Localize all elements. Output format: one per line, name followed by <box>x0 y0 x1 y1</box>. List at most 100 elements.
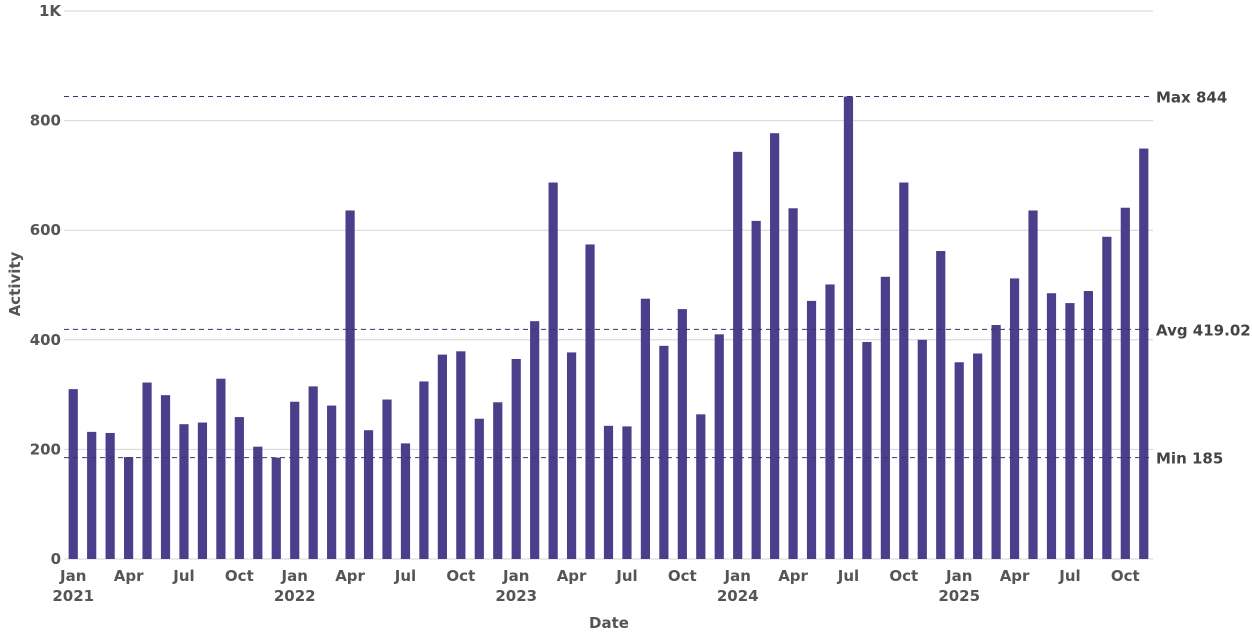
bar <box>179 424 189 559</box>
bar <box>733 151 743 559</box>
bar <box>363 430 374 559</box>
gridlines <box>64 10 1153 560</box>
bar <box>1028 210 1038 560</box>
y-tick-label: 400 <box>30 331 61 349</box>
bar <box>640 298 651 559</box>
bar <box>124 457 134 559</box>
y-tick-label: 600 <box>30 221 61 239</box>
y-tick-label: 1K <box>39 2 62 20</box>
y-tick-label: 0 <box>51 550 61 568</box>
x-tick-label: Jul <box>1058 567 1080 585</box>
x-axis-title: Date <box>589 614 629 632</box>
x-tick-label: Jul <box>394 567 416 585</box>
bar <box>973 353 983 559</box>
x-tick-year-label: 2021 <box>52 587 94 605</box>
reference-line-label: Min 185 <box>1156 450 1223 468</box>
bar <box>770 133 780 560</box>
bar <box>880 276 890 559</box>
bar <box>991 325 1001 559</box>
bar <box>142 382 152 559</box>
x-tick-label: Jan <box>281 567 308 585</box>
bar <box>659 345 669 559</box>
x-tick-label: Jan <box>502 567 529 585</box>
bar <box>677 309 687 559</box>
bar <box>917 339 927 559</box>
bar <box>806 300 817 559</box>
bar <box>530 321 540 559</box>
y-axis-title: Activity <box>6 251 24 316</box>
bar <box>345 210 355 560</box>
x-tick-year-label: 2025 <box>938 587 980 605</box>
bar <box>1065 303 1075 559</box>
x-tick-label: Jan <box>724 567 751 585</box>
reference-line-label: Avg 419.02 <box>1156 321 1251 339</box>
bar <box>511 358 521 559</box>
bar <box>603 425 614 559</box>
x-tick-year-label: 2023 <box>495 587 537 605</box>
x-tick-label: Apr <box>114 567 144 585</box>
bar <box>1139 148 1149 559</box>
bar <box>87 431 97 559</box>
bar <box>456 351 466 559</box>
reference-lines: Max 844 Avg 419.02 Min 185 <box>64 88 1251 468</box>
x-tick-label: Jul <box>615 567 637 585</box>
bar <box>936 251 946 560</box>
bar <box>548 182 558 560</box>
bar <box>105 432 115 559</box>
bar <box>714 334 724 559</box>
bar <box>474 418 484 559</box>
bar <box>160 395 171 559</box>
x-tick-label: Oct <box>889 567 918 585</box>
bar <box>68 389 78 559</box>
reference-line-label: Max 844 <box>1156 88 1227 106</box>
bar <box>751 220 761 559</box>
x-tick-year-label: 2024 <box>717 587 759 605</box>
bar <box>271 457 281 559</box>
bar <box>216 378 226 559</box>
bar <box>253 446 263 559</box>
bar <box>843 96 854 559</box>
bar <box>788 208 798 559</box>
bar <box>899 182 909 560</box>
bar <box>622 426 632 559</box>
x-tick-label: Jan <box>945 567 972 585</box>
bar <box>290 401 300 559</box>
x-tick-label: Oct <box>1111 567 1140 585</box>
bar <box>1083 291 1093 559</box>
x-tick-label: Oct <box>668 567 697 585</box>
y-tick-label: 200 <box>30 440 61 458</box>
bar <box>954 362 964 559</box>
bar <box>1102 236 1112 559</box>
bar <box>197 422 208 559</box>
x-tick-label: Apr <box>557 567 587 585</box>
bar <box>419 381 429 559</box>
bar <box>825 284 835 559</box>
x-tick-label: Apr <box>335 567 365 585</box>
bar <box>327 405 337 559</box>
bar <box>400 443 411 559</box>
bar <box>1046 293 1057 559</box>
bar <box>234 417 244 559</box>
bar <box>585 244 595 559</box>
bars <box>68 96 1149 560</box>
bar <box>566 352 577 559</box>
x-tick-label: Oct <box>225 567 254 585</box>
bar <box>696 414 706 559</box>
bar <box>862 341 872 559</box>
bar <box>1120 207 1130 559</box>
bar <box>308 386 318 559</box>
x-tick-label: Jan <box>59 567 86 585</box>
bar <box>1009 278 1020 559</box>
x-tick-label: Jul <box>172 567 194 585</box>
x-tick-label: Apr <box>778 567 808 585</box>
x-axis-ticks: Jan 2021 Apr Jul Oct Jan 2022 Apr Jul Oct Jan 2023 A… <box>52 567 1139 605</box>
x-tick-year-label: 2022 <box>274 587 316 605</box>
bar <box>493 402 503 559</box>
x-tick-label: Oct <box>446 567 475 585</box>
bar <box>437 354 447 559</box>
x-tick-label: Jul <box>837 567 859 585</box>
bar <box>382 399 392 559</box>
y-tick-label: 800 <box>30 112 61 130</box>
y-axis-ticks: 0 200 400 600 800 1K <box>30 2 63 568</box>
